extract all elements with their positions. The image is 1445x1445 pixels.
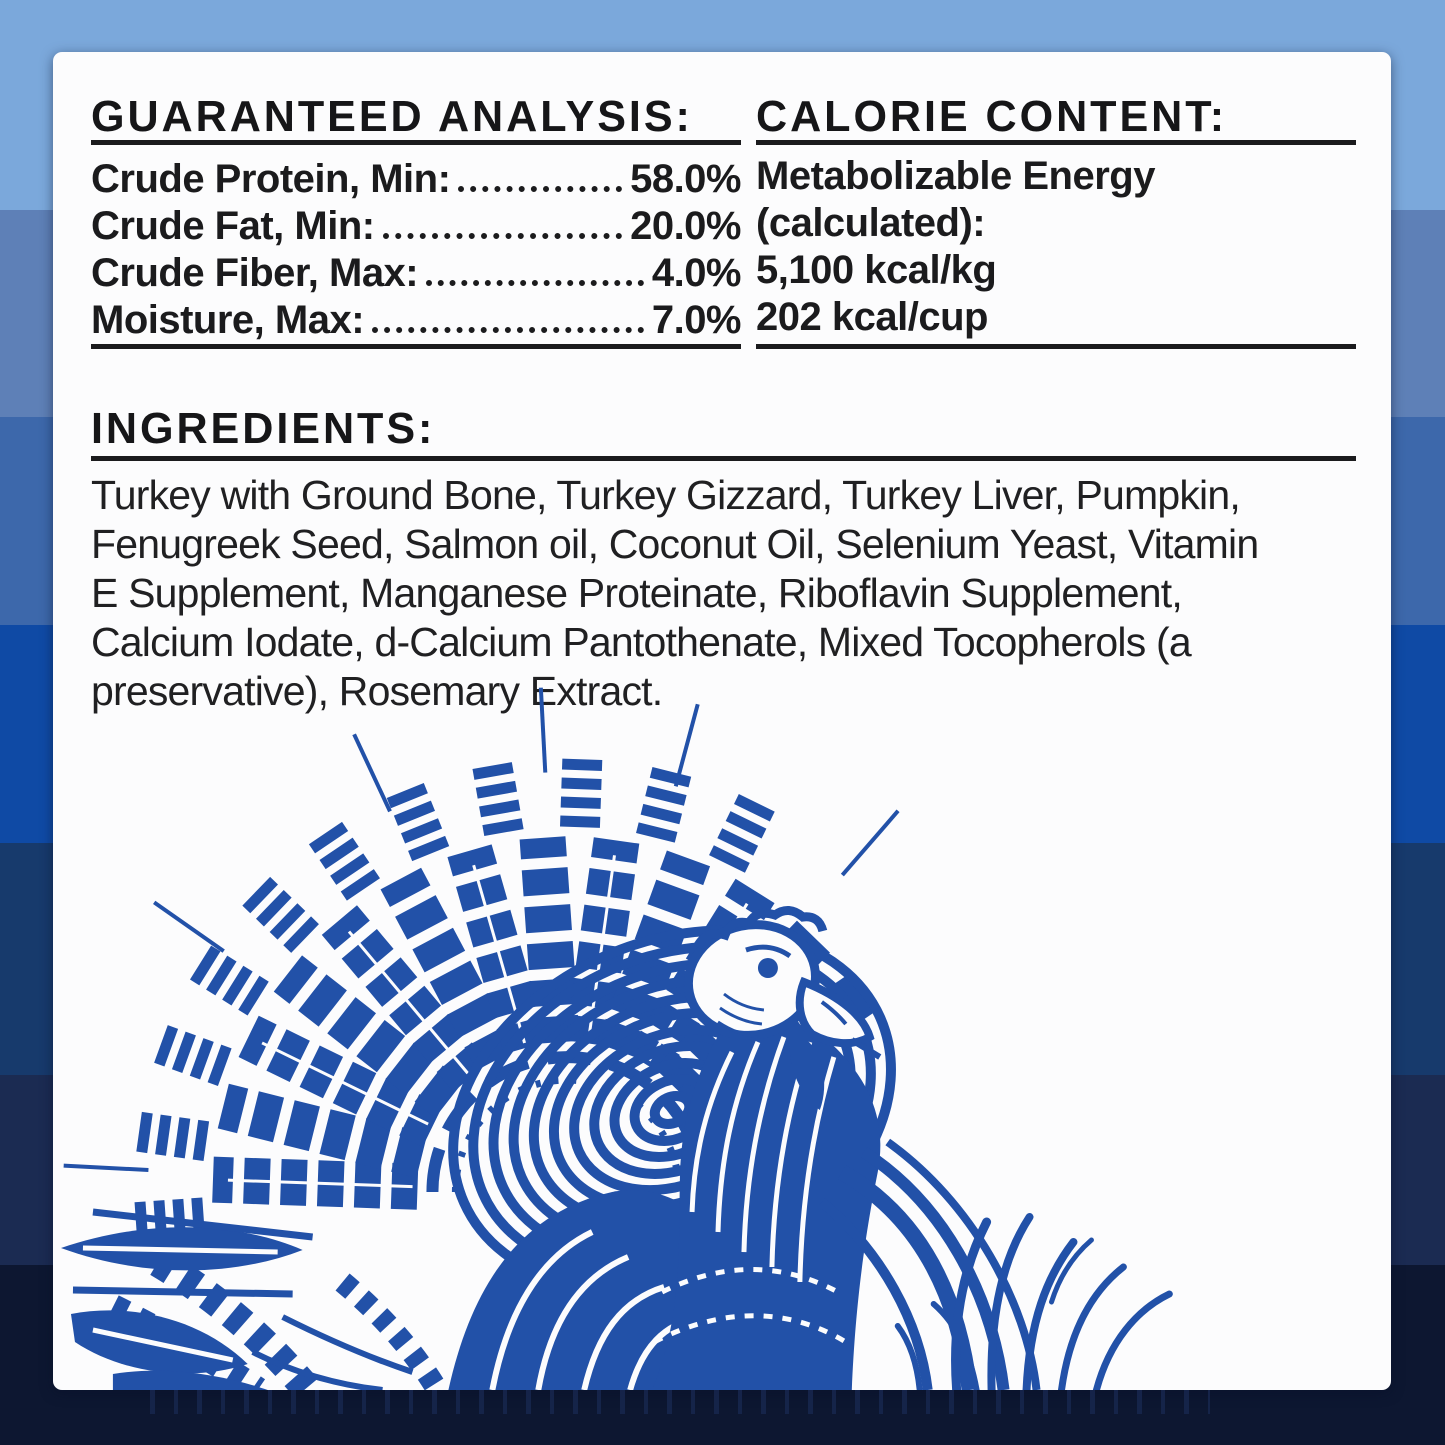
analysis-value: 4.0% xyxy=(651,251,742,295)
analysis-label: Crude Protein, Min: xyxy=(91,157,451,201)
analysis-row: Crude Fiber, Max: 4.0% xyxy=(91,248,742,295)
turkey-illustration xyxy=(60,687,1173,1390)
calorie-content-block: Metabolizable Energy (calculated): 5,100… xyxy=(756,154,1376,342)
analysis-row: Moisture, Max: 7.0% xyxy=(91,295,742,342)
left-wing-feathers xyxy=(60,1208,414,1390)
grass-silhouette-strip xyxy=(150,1390,1210,1414)
ingredients-line: Calcium Iodate, d-Calcium Pantothenate, … xyxy=(91,619,1192,665)
analysis-label: Moisture, Max: xyxy=(91,298,365,342)
analysis-label: Crude Fiber, Max: xyxy=(91,251,419,295)
calorie-content-underline xyxy=(756,140,1356,145)
quill-spikes xyxy=(63,687,900,1173)
analysis-row: Crude Fat, Min: 20.0% xyxy=(91,201,741,248)
guaranteed-analysis-title: GUARANTEED ANALYSIS: xyxy=(91,92,693,141)
ingredients-title: INGREDIENTS: xyxy=(91,404,436,453)
leader-dots xyxy=(458,186,623,192)
calorie-content-title: CALORIE CONTENT: xyxy=(756,92,1228,141)
analysis-row: Crude Protein, Min: 58.0% xyxy=(91,154,741,201)
grass xyxy=(894,1213,1173,1390)
analysis-value: 20.0% xyxy=(630,204,741,248)
ingredients-paragraph: Turkey with Ground Bone, Turkey Gizzard,… xyxy=(91,472,1381,717)
leader-dots xyxy=(382,233,623,239)
leader-dots xyxy=(372,327,644,333)
calorie-line: 202 kcal/cup xyxy=(756,295,988,339)
leader-dots xyxy=(426,280,644,286)
guaranteed-analysis-bottom-rule xyxy=(91,344,741,349)
ingredients-line: E Supplement, Manganese Proteinate, Ribo… xyxy=(91,570,1183,616)
analysis-value: 58.0% xyxy=(630,157,741,201)
analysis-value: 7.0% xyxy=(651,298,742,342)
calorie-line: Metabolizable Energy xyxy=(756,154,1155,198)
turkey-wattle xyxy=(789,1037,825,1110)
analysis-label: Crude Fat, Min: xyxy=(91,204,375,248)
ingredients-line: Fenugreek Seed, Salmon oil, Coconut Oil,… xyxy=(91,521,1259,567)
turkey-eye xyxy=(757,958,778,978)
calorie-line: (calculated): xyxy=(756,201,986,245)
tail-fan-outer-tips xyxy=(132,756,776,1243)
ingredients-line: Turkey with Ground Bone, Turkey Gizzard,… xyxy=(91,472,1241,518)
calorie-content-bottom-rule xyxy=(756,344,1356,349)
guaranteed-analysis-underline xyxy=(91,140,741,145)
guaranteed-analysis-table: Crude Protein, Min: 58.0% Crude Fat, Min… xyxy=(91,154,742,342)
ingredients-line: preservative), Rosemary Extract. xyxy=(91,668,663,714)
ingredients-underline xyxy=(91,456,1356,461)
turkey-head xyxy=(683,906,882,1110)
label-card: GUARANTEED ANALYSIS: CALORIE CONTENT: Cr… xyxy=(53,52,1391,1390)
calorie-line: 5,100 kcal/kg xyxy=(756,248,997,292)
